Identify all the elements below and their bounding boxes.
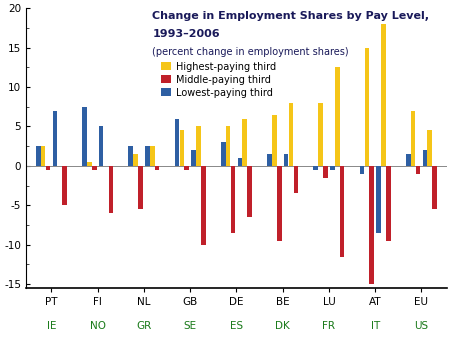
Bar [155,166,160,170]
Bar [175,119,179,166]
Text: Change in Employment Shares by Pay Level,: Change in Employment Shares by Pay Level… [152,11,430,21]
Bar [36,146,41,166]
Bar [196,126,201,166]
Bar [52,111,57,166]
Bar [416,166,420,174]
Bar [46,166,51,170]
Bar [364,47,369,166]
Bar [92,166,97,170]
Bar [221,142,226,166]
Bar [318,103,323,166]
Bar [381,24,386,166]
Bar [289,103,293,166]
Bar [284,154,288,166]
Text: NO: NO [90,321,106,331]
Bar [179,130,184,166]
Bar [231,166,236,233]
Text: (percent change in employment shares): (percent change in employment shares) [152,47,349,57]
Bar [243,119,247,166]
Bar [323,166,328,178]
Bar [330,166,335,170]
Bar [411,111,415,166]
Bar [128,146,133,166]
Bar [133,154,138,166]
Bar [370,166,374,284]
Bar [87,162,92,166]
Bar [138,166,143,209]
Text: 1993–2006: 1993–2006 [152,29,220,39]
Bar [185,166,189,170]
Bar [247,166,252,217]
Text: SE: SE [184,321,197,331]
Bar [432,166,437,209]
Bar [294,166,298,193]
Bar [386,166,391,241]
Legend: Highest-paying third, Middle-paying third, Lowest-paying third: Highest-paying third, Middle-paying thir… [157,58,279,101]
Bar [145,146,150,166]
Bar [340,166,345,257]
Bar [272,115,277,166]
Bar [237,158,242,166]
Text: FR: FR [322,321,336,331]
Text: US: US [414,321,429,331]
Bar [41,146,45,166]
Bar [201,166,206,245]
Bar [191,150,196,166]
Bar [406,154,411,166]
Bar [267,154,272,166]
Bar [313,166,318,170]
Text: GR: GR [136,321,152,331]
Text: DK: DK [275,321,290,331]
Bar [226,126,230,166]
Bar [82,107,87,166]
Bar [277,166,282,241]
Bar [422,150,427,166]
Bar [99,126,103,166]
Bar [150,146,155,166]
Bar [376,166,381,233]
Text: ES: ES [230,321,243,331]
Bar [428,130,432,166]
Text: IT: IT [371,321,380,331]
Bar [62,166,67,205]
Bar [335,67,339,166]
Bar [109,166,113,213]
Text: IE: IE [47,321,56,331]
Bar [360,166,364,174]
